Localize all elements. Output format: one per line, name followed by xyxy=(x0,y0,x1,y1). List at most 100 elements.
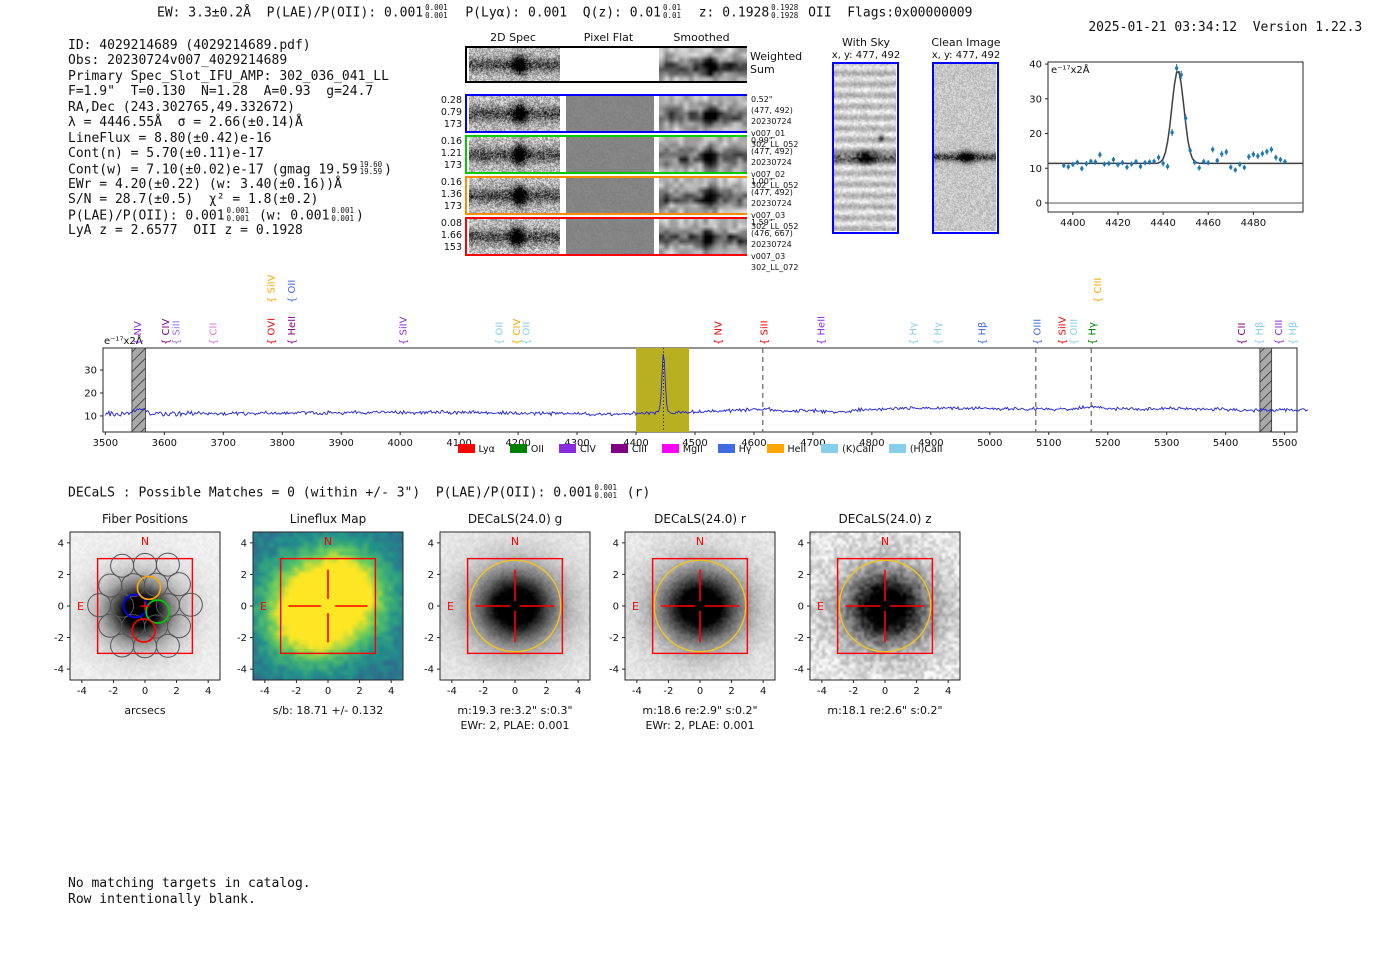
spec2d-row xyxy=(465,217,747,256)
svg-text:2: 2 xyxy=(241,570,247,581)
info-line: RA,Dec (243.302765,49.332672) xyxy=(68,100,392,115)
svg-text:-2: -2 xyxy=(108,686,118,697)
lower-value: 0.001 xyxy=(226,213,250,223)
legend-label: (K)CaII xyxy=(842,444,874,455)
svg-text:0: 0 xyxy=(428,602,434,613)
emission-line-label: { OVI xyxy=(266,318,277,345)
emission-line-label: { HeII xyxy=(287,316,298,345)
fiber-circle xyxy=(98,613,123,638)
panel-title: DECaLS(24.0) g xyxy=(467,512,563,526)
fiber-circle xyxy=(178,592,203,617)
emission-line-label: { CIV xyxy=(161,319,172,345)
svg-text:4: 4 xyxy=(760,686,766,697)
legend-label: HeII xyxy=(787,444,807,455)
left-label-value: 0.28 xyxy=(440,95,462,106)
right-label-value: (477, 492) xyxy=(751,188,793,198)
with-sky-cutout xyxy=(832,62,899,234)
svg-text:0: 0 xyxy=(882,686,888,697)
spectrum-line-legend: Lyα OII CIV CIII MgII Hγ HeII (K)CaII (H)CaII xyxy=(390,444,1010,455)
svg-text:e⁻¹⁷x2Å: e⁻¹⁷x2Å xyxy=(1051,63,1090,76)
panel-title: Fiber Positions xyxy=(101,512,189,526)
left-label-value: 1.66 xyxy=(440,230,462,241)
svg-text:2: 2 xyxy=(613,570,619,581)
spec2d-row xyxy=(465,46,747,83)
spec2d-row-right-labels: 1.59" (476, 667) 20230724 v007_03 302_LL_072 xyxy=(751,217,798,273)
panel-title: Lineflux Map xyxy=(289,512,367,526)
spec2d-row xyxy=(465,135,747,174)
svg-text:0: 0 xyxy=(697,686,703,697)
spec2d-image xyxy=(469,219,560,254)
info-line: ID: 4029214689 (4029214689.pdf) xyxy=(68,38,392,53)
svg-text:4: 4 xyxy=(428,538,434,549)
svg-text:4: 4 xyxy=(575,686,581,697)
compass-east-label: E xyxy=(632,600,639,613)
svg-text:4: 4 xyxy=(58,538,64,549)
right-label-value: 20230724 xyxy=(751,158,792,168)
smoothed-image xyxy=(659,48,747,81)
svg-text:4460: 4460 xyxy=(1195,218,1220,229)
info-line: Primary Spec_Slot_IFU_AMP: 302_036_041_L… xyxy=(68,69,392,84)
right-label-value: 1.59" xyxy=(751,218,773,227)
clean-image-title: Clean Image x, y: 477, 492 xyxy=(931,36,1001,61)
legend-item: (H)CaII xyxy=(888,444,942,455)
header-timestamp: 2025-01-21 03:34:12 Version 1.22.3 xyxy=(1057,5,1362,50)
legend-label: Hγ xyxy=(738,444,752,455)
left-label-value: 0.16 xyxy=(440,136,462,147)
emission-line-label: { OIII xyxy=(1069,319,1080,345)
spec2d-image xyxy=(469,96,560,131)
svg-text:-2: -2 xyxy=(424,633,434,644)
info-line: LineFlux = 8.80(±0.42)e-16 xyxy=(68,131,392,146)
version-label: Version 1.22.3 xyxy=(1252,20,1363,35)
svg-text:-4: -4 xyxy=(447,686,457,697)
svg-text:4: 4 xyxy=(798,538,804,549)
svg-text:3900: 3900 xyxy=(328,438,353,449)
stacked-uncertainty: 0.001 0.001 xyxy=(594,484,617,500)
legend-swatch xyxy=(509,444,527,453)
lineflux-map-axes: -4 -2 0 2 4 4 2 0 -2 -4 N E xyxy=(237,531,404,697)
text-segment: P(LAE)/P(OII): 0.001 xyxy=(68,208,225,224)
svg-text:2: 2 xyxy=(728,686,734,697)
left-label-value: 0.16 xyxy=(440,177,462,188)
upper-value: 0.001 xyxy=(331,205,354,215)
panel-title: DECaLS(24.0) z xyxy=(838,512,932,526)
text-segment: ) xyxy=(355,208,364,224)
selected-fiber-circle xyxy=(145,599,171,624)
text-segment: ID: 4029214689 (4029214689.pdf) xyxy=(68,38,311,53)
spec2d-row-left-labels: 0.28 0.79 173 xyxy=(440,95,462,131)
svg-text:4300: 4300 xyxy=(564,438,589,449)
svg-text:3700: 3700 xyxy=(211,438,236,449)
info-line: Cont(n) = 5.70(±0.11)e-17 xyxy=(68,146,392,161)
legend-swatch xyxy=(661,444,679,453)
right-label-value: 1.00" xyxy=(751,177,773,186)
compass-north-label: N xyxy=(511,535,519,548)
svg-text:2: 2 xyxy=(428,570,434,581)
stacked-uncertainty: 0.001 0.001 xyxy=(226,205,250,223)
info-line: P(LAE)/P(OII): 0.001 0.001 0.001 (w: 0.001… xyxy=(68,205,392,224)
emission-line-label: { Hβ xyxy=(1288,322,1299,345)
selected-fiber-circle xyxy=(131,618,157,643)
clean-image xyxy=(934,64,996,231)
emission-line-label: { CIII xyxy=(1093,278,1104,303)
panel-caption: m:18.1 re:2.6" s:0.2" xyxy=(827,704,943,717)
legend-swatch xyxy=(766,444,784,453)
panel-caption: m:19.3 re:3.2" s:0.3" xyxy=(457,704,573,717)
right-label-value: (477, 492) xyxy=(751,147,793,157)
fiber-circle xyxy=(166,614,191,639)
emission-line-label: { CII xyxy=(209,323,220,345)
left-label-value: 1.36 xyxy=(440,189,462,200)
emission-line-label: { NV xyxy=(133,321,144,345)
svg-text:5000: 5000 xyxy=(977,438,1002,449)
svg-text:-2: -2 xyxy=(663,686,673,697)
stacked-uncertainty: 19.60 19.59 xyxy=(360,160,383,177)
svg-text:-2: -2 xyxy=(237,633,247,644)
text-segment: LineFlux = 8.80(±0.42)e-16 xyxy=(68,130,272,146)
legend-label: MgII xyxy=(682,444,703,455)
fiber-circle xyxy=(155,552,180,577)
with-sky-title: With Sky x, y: 477, 492 xyxy=(831,36,901,61)
upper-value: 0.001 xyxy=(226,205,250,215)
catalog-notes: No matching targets in catalog. Row inten… xyxy=(68,876,311,907)
right-label-value: 302_LL_052 xyxy=(751,221,799,231)
svg-text:30: 30 xyxy=(84,366,97,377)
svg-text:-4: -4 xyxy=(260,686,270,697)
emission-line-label: { Hγ xyxy=(908,322,919,345)
